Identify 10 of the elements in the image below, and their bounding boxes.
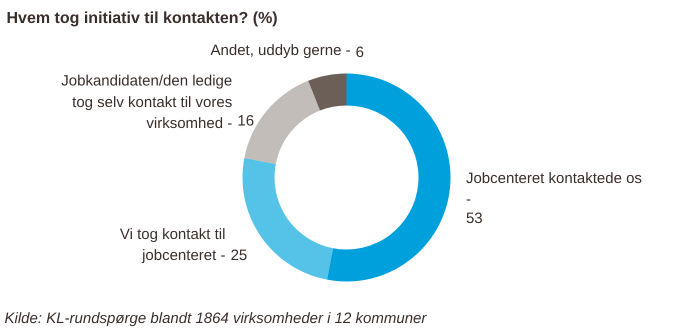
data-label: 16: [237, 112, 254, 130]
slice-label: Jobcenteret kontaktede os -: [466, 170, 642, 208]
text: Kilde: KL-rundspørge blandt 1864 virksomheder i 12 kommuner: [4, 310, 428, 327]
slice-label: Jobkandidaten/den ledige tog selv kontakt til vores virksomhed -: [61, 72, 232, 132]
data-label: 53: [466, 210, 483, 227]
chart-title: Hvem tog initiativ til kontakten? (%): [6, 10, 278, 27]
slice-label: Andet, uddyb gerne -: [210, 42, 351, 60]
slice-label: Vi tog kontakt til jobcenteret -: [120, 226, 226, 264]
data-label: 6: [356, 44, 364, 62]
data-label: 25: [230, 246, 248, 264]
